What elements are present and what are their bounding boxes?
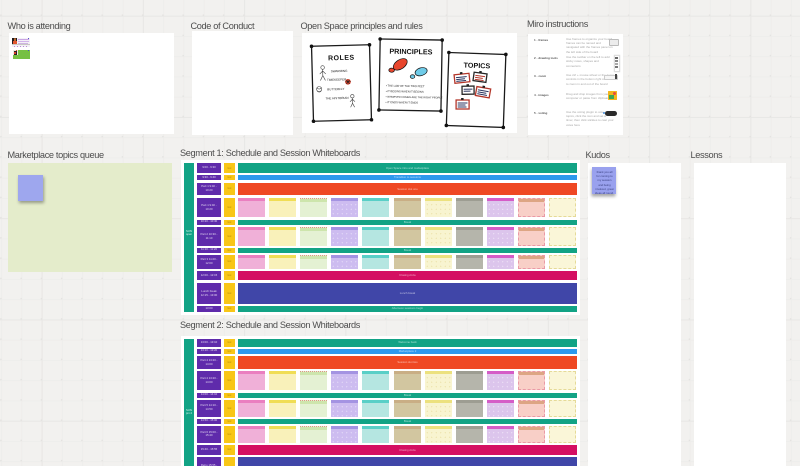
svg-text:PRINCIPLES: PRINCIPLES: [389, 47, 432, 57]
svg-text:• WHOEVER COMES ARE THE RIGHT: • WHOEVER COMES ARE THE RIGHT PEOPLE: [386, 95, 443, 100]
svg-text:SWARMING: SWARMING: [331, 69, 348, 73]
svg-text:• THE LAW OF THE TWO FEET: • THE LAW OF THE TWO FEET: [386, 84, 425, 89]
svg-text:ROLES: ROLES: [328, 55, 355, 63]
svg-text:• IT BEGINS WHEN IT BEGINS: • IT BEGINS WHEN IT BEGINS: [386, 89, 424, 94]
svg-text:TIMEKEEPER: TIMEKEEPER: [327, 77, 347, 82]
svg-text:• IT ENDS WHEN IT ENDS: • IT ENDS WHEN IT ENDS: [386, 100, 419, 105]
svg-text:TOPICS: TOPICS: [463, 61, 490, 71]
svg-text:THE HISTORIAN: THE HISTORIAN: [325, 96, 348, 101]
svg-text:BUTTERFLY: BUTTERFLY: [327, 87, 344, 91]
